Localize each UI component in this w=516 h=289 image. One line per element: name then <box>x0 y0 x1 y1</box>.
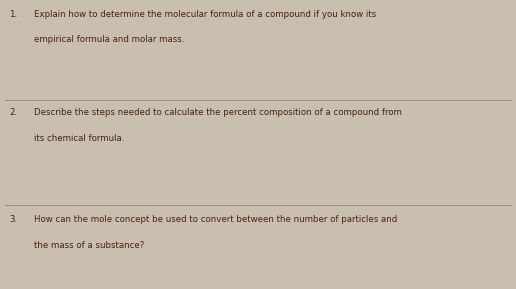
Text: 2.: 2. <box>9 108 18 117</box>
Text: How can the mole concept be used to convert between the number of particles and: How can the mole concept be used to conv… <box>34 215 397 224</box>
Text: Explain how to determine the molecular formula of a compound if you know its: Explain how to determine the molecular f… <box>34 10 376 19</box>
Text: empirical formula and molar mass.: empirical formula and molar mass. <box>34 35 184 44</box>
Text: 3.: 3. <box>9 215 18 224</box>
Text: Describe the steps needed to calculate the percent composition of a compound fro: Describe the steps needed to calculate t… <box>34 108 401 117</box>
Text: 1.: 1. <box>9 10 18 19</box>
Text: the mass of a substance?: the mass of a substance? <box>34 241 144 250</box>
Text: its chemical formula.: its chemical formula. <box>34 134 124 143</box>
